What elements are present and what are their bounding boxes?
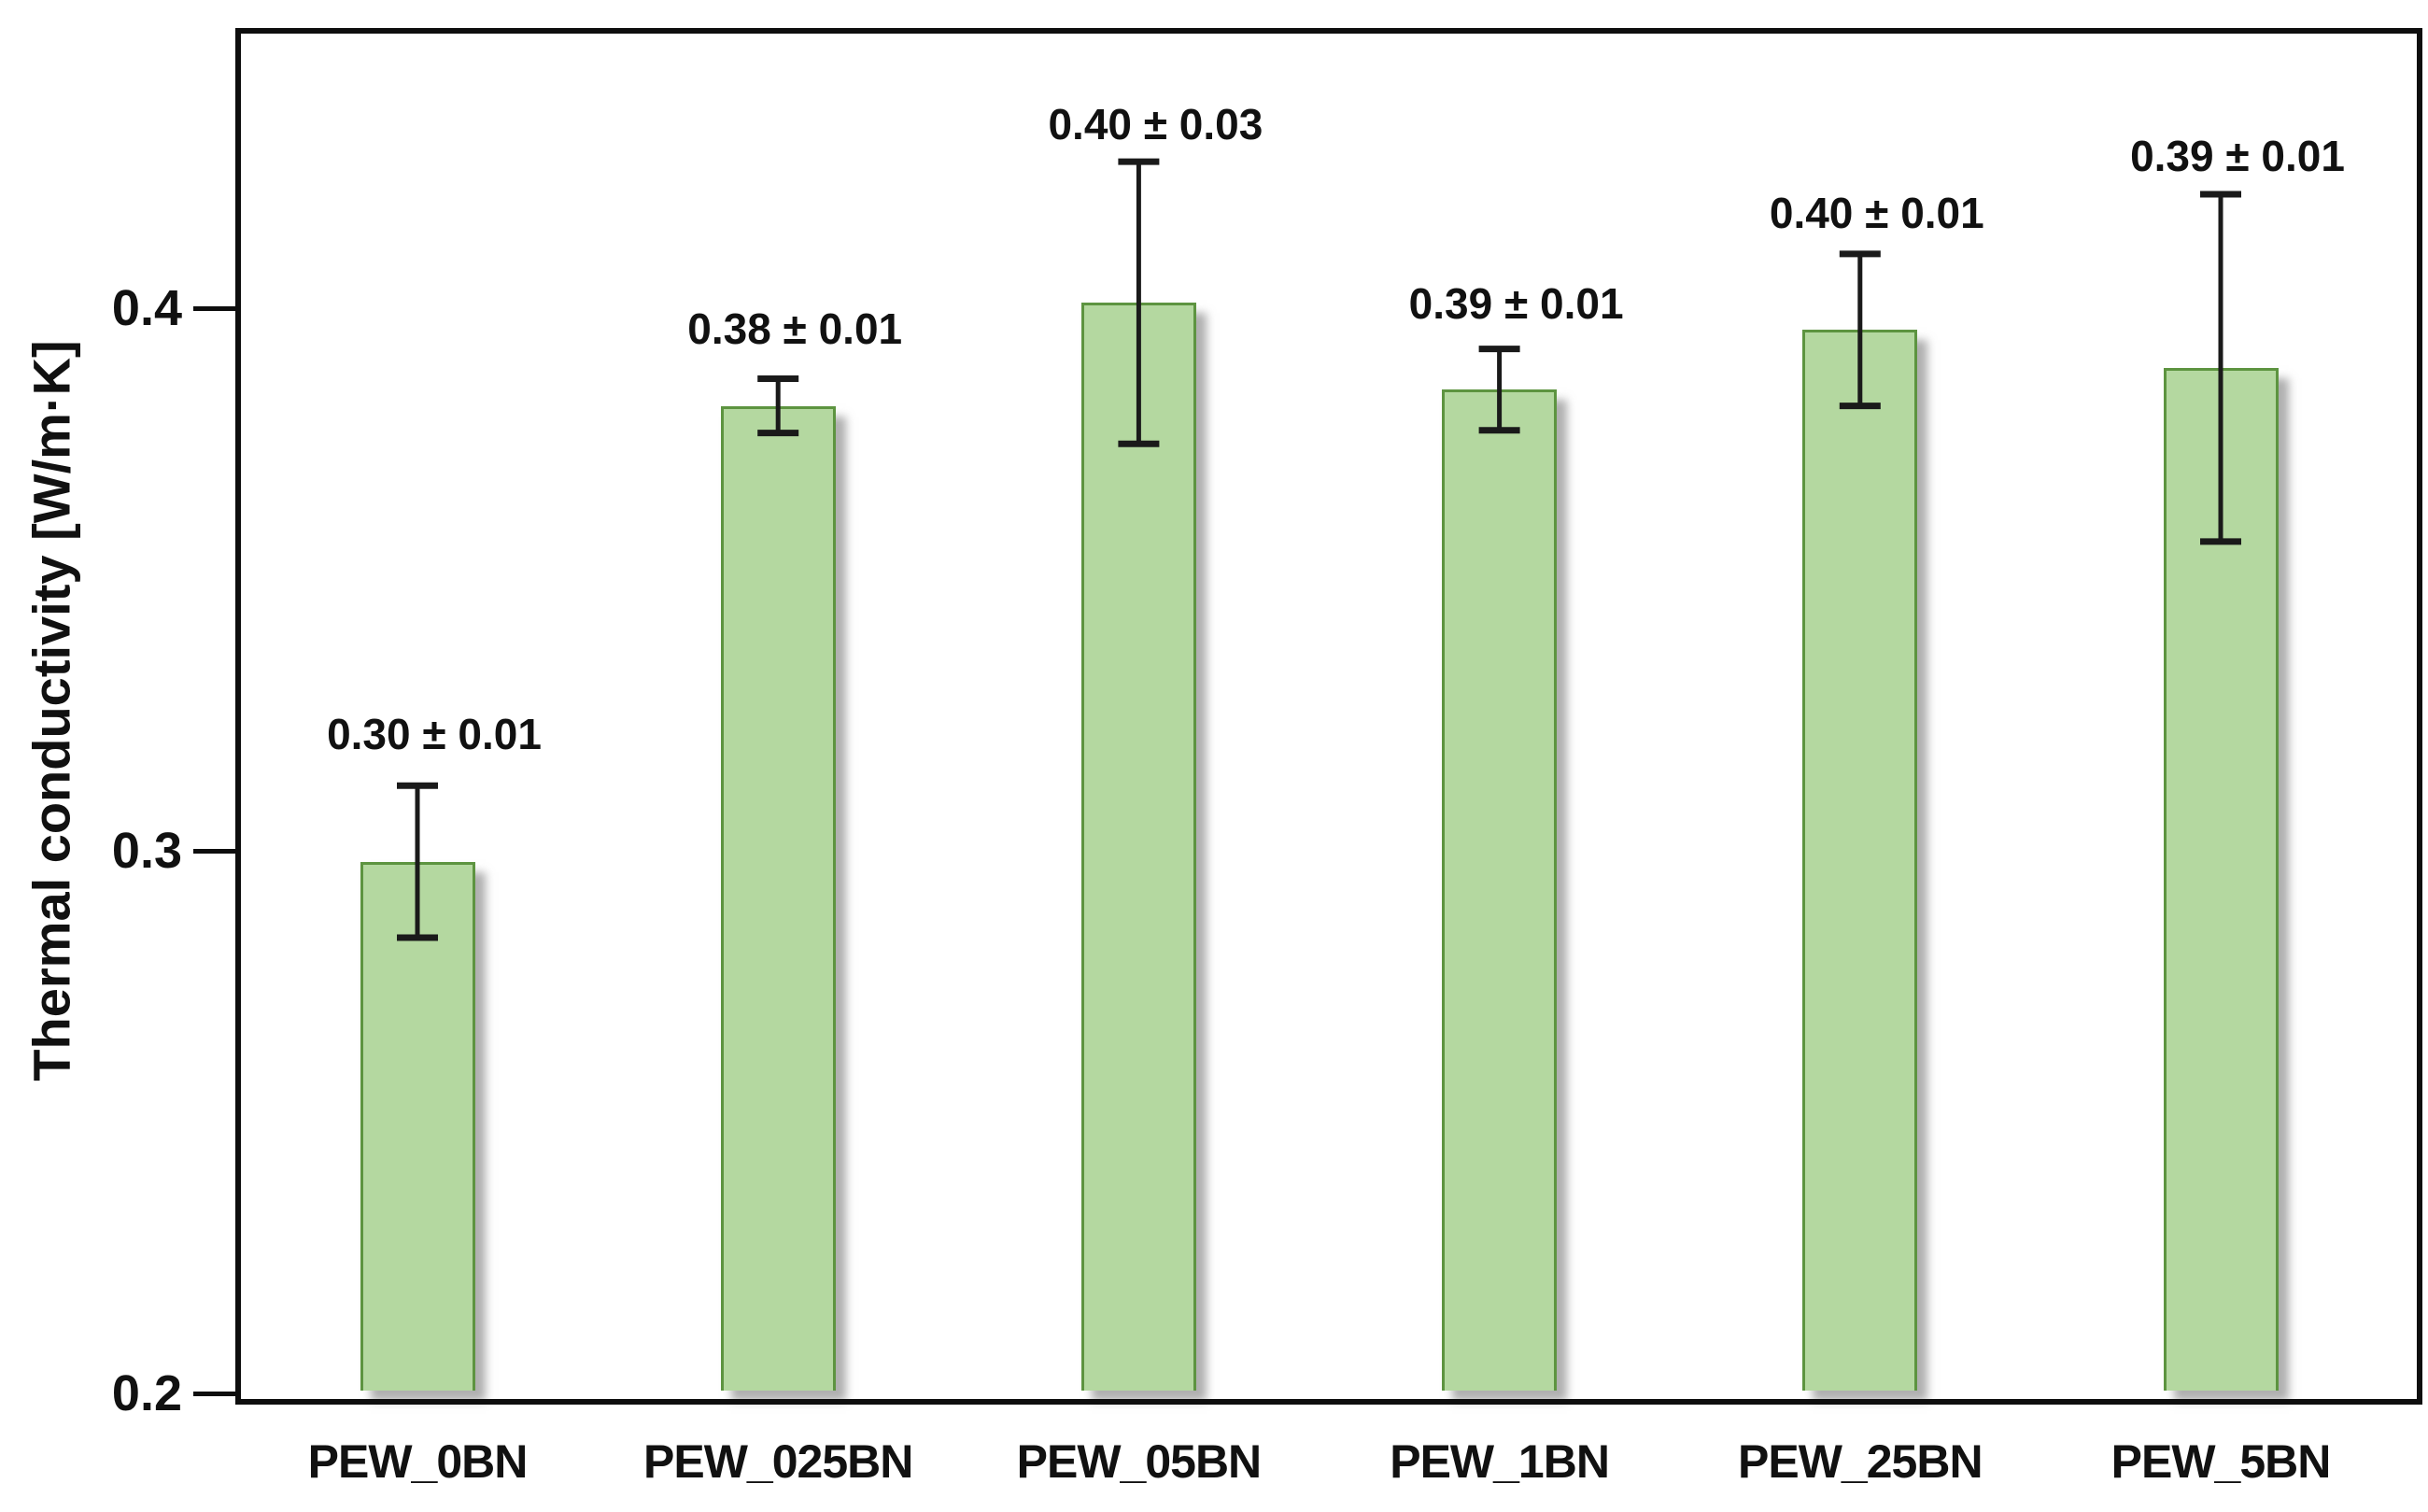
bar-PEW_05BN bbox=[1080, 303, 1196, 1391]
y-tick-label: 0.4 bbox=[111, 280, 182, 336]
bar-PEW_1BN bbox=[1442, 389, 1558, 1391]
x-tick-label-PEW_0BN: PEW_0BN bbox=[307, 1435, 529, 1488]
x-tick-label-PEW_05BN: PEW_05BN bbox=[1016, 1435, 1263, 1488]
value-label-PEW_05BN: 0.40 ± 0.03 bbox=[1048, 100, 1263, 148]
plot-frame bbox=[235, 28, 2422, 1405]
bar-PEW_025BN bbox=[720, 405, 836, 1391]
y-axis-title: Thermal conductivity [W/m·K] bbox=[21, 340, 81, 1081]
y-tick-label: 0.2 bbox=[111, 1365, 182, 1421]
y-tick-mark bbox=[193, 305, 235, 311]
y-tick-mark bbox=[193, 1391, 235, 1396]
y-tick-label: 0.3 bbox=[111, 823, 182, 879]
bar-PEW_25BN bbox=[1802, 330, 1918, 1391]
bar-PEW_0BN bbox=[360, 861, 475, 1391]
value-label-PEW_25BN: 0.40 ± 0.01 bbox=[1769, 189, 1984, 237]
x-tick-label-PEW_25BN: PEW_25BN bbox=[1738, 1435, 1983, 1488]
value-label-PEW_025BN: 0.38 ± 0.01 bbox=[687, 304, 903, 353]
value-label-PEW_5BN: 0.39 ± 0.01 bbox=[2130, 132, 2345, 180]
bar-PEW_5BN bbox=[2163, 367, 2279, 1391]
x-tick-label-PEW_5BN: PEW_5BN bbox=[2110, 1435, 2332, 1488]
value-label-PEW_0BN: 0.30 ± 0.01 bbox=[327, 710, 542, 758]
x-tick-label-PEW_025BN: PEW_025BN bbox=[643, 1435, 913, 1488]
value-label-PEW_1BN: 0.39 ± 0.01 bbox=[1408, 279, 1624, 328]
x-tick-label-PEW_1BN: PEW_1BN bbox=[1390, 1435, 1610, 1488]
y-tick-mark bbox=[193, 848, 235, 854]
